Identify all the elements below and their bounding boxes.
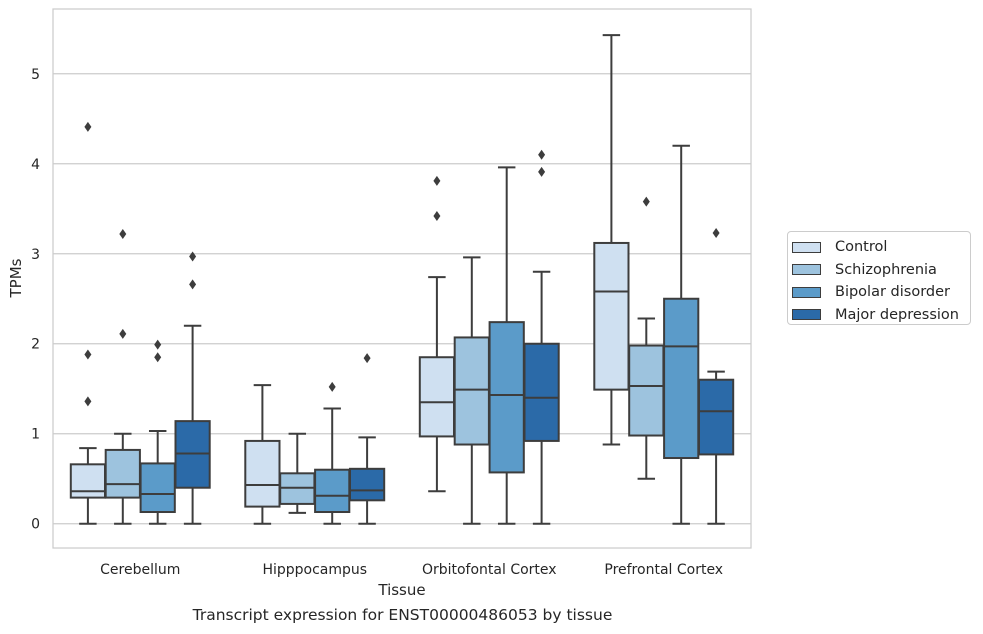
outlier-point (642, 196, 650, 207)
box-control (418, 175, 456, 493)
x-tick-labels: Cerebellum Hipppocampus Orbitofontal Corte… (100, 562, 723, 578)
legend-label: Bipolar disorder (835, 284, 950, 301)
box-schizophrenia (104, 228, 141, 525)
box-iqr (628, 344, 665, 437)
plot-background (53, 9, 751, 548)
outlier-point (538, 166, 546, 177)
y-tick-labels: 0 1 2 3 4 5 (31, 67, 40, 533)
box-schizophrenia (453, 256, 490, 525)
box-iqr (139, 462, 176, 514)
box-iqr (523, 342, 560, 442)
box-bipolar-disorder (663, 144, 700, 525)
outlier-point (84, 121, 92, 132)
x-tick-label: Hipppocampus (262, 562, 367, 578)
boxplot-chart: 0 1 2 3 4 5 Cerebellum Hipppocampus Orbitofonta… (7, 8, 752, 599)
box-iqr (348, 467, 386, 502)
y-tick-label: 5 (31, 67, 40, 83)
plot-frame (52, 8, 752, 549)
legend-swatch (792, 241, 821, 253)
legend: Control Schizophrenia Bipolar disorder Majo… (787, 231, 971, 325)
legend-label: Major depression (835, 306, 959, 323)
outlier-point (538, 149, 546, 160)
y-tick-label: 3 (31, 247, 40, 263)
grid-lines (53, 73, 751, 525)
outlier-point (363, 353, 371, 364)
box-iqr (418, 356, 456, 438)
y-axis-label: TPMs (7, 258, 25, 298)
y-tick-label: 1 (31, 427, 40, 443)
outlier-point (433, 210, 441, 221)
x-tick-label: Cerebellum (100, 562, 180, 578)
legend-swatch (792, 309, 821, 321)
box-major-depression (697, 228, 735, 525)
legend-swatch (792, 264, 821, 276)
box-iqr (104, 448, 141, 499)
box-iqr (663, 297, 700, 460)
x-tick-label: Prefrontal Cortex (604, 562, 723, 578)
box-iqr (69, 463, 107, 499)
box-control (244, 384, 281, 525)
box-schizophrenia (628, 196, 665, 480)
box-major-depression (174, 251, 211, 525)
outlier-point (189, 251, 197, 262)
legend-item: Bipolar disorder (792, 281, 970, 304)
y-tick-label: 0 (31, 517, 40, 533)
y-tick-label: 2 (31, 337, 40, 353)
outlier-point (189, 279, 197, 290)
outlier-point (84, 396, 92, 407)
box-control (593, 34, 630, 446)
outlier-point (712, 228, 720, 239)
y-tick-label: 4 (31, 157, 40, 173)
legend-item: Major depression (792, 304, 970, 327)
box-bipolar-disorder (488, 166, 525, 525)
legend-label: Schizophrenia (835, 261, 937, 278)
box-iqr (314, 468, 351, 514)
chart-caption: Transcript expression for ENST0000048605… (192, 606, 613, 624)
x-tick-label: Orbitofontal Cortex (422, 562, 557, 578)
box-iqr (244, 439, 281, 508)
outlier-point (119, 228, 127, 239)
outlier-point (119, 328, 127, 339)
legend-item: Schizophrenia (792, 259, 970, 282)
box-iqr (697, 378, 735, 456)
outlier-point (154, 352, 162, 363)
outlier-point (433, 175, 441, 186)
box-major-depression (348, 353, 386, 525)
box-control (69, 121, 107, 525)
box-bipolar-disorder (139, 339, 176, 525)
box-iqr (488, 321, 525, 474)
x-axis-label: Tissue (377, 581, 425, 599)
outlier-point (84, 349, 92, 360)
outlier-point (154, 339, 162, 350)
legend-label: Control (835, 239, 888, 256)
legend-item: Control (792, 236, 970, 259)
box-groups (69, 34, 735, 525)
box-iqr (593, 241, 630, 391)
box-major-depression (523, 149, 560, 525)
outlier-point (328, 381, 336, 392)
box-iqr (453, 336, 490, 446)
legend-swatch (792, 286, 821, 298)
box-bipolar-disorder (314, 381, 351, 525)
